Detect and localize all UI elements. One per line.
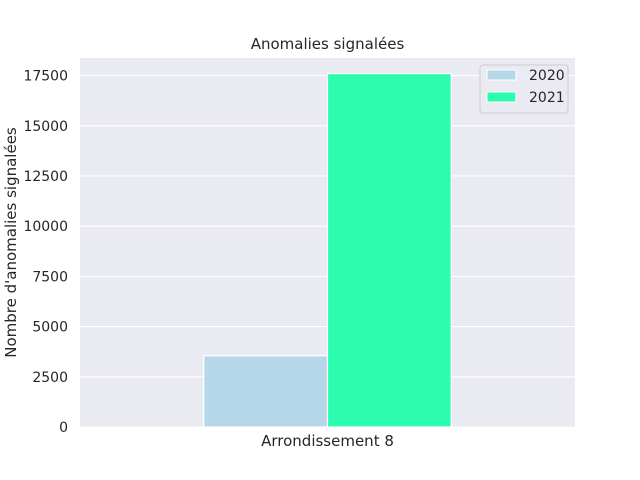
y-tick-label: 7500 xyxy=(32,269,68,285)
y-tick-label: 17500 xyxy=(23,69,68,85)
chart-title: Anomalies signalées xyxy=(251,35,405,53)
y-tick-label: 10000 xyxy=(23,219,68,235)
y-tick-label: 0 xyxy=(59,420,68,436)
legend-label-2021: 2021 xyxy=(529,90,565,106)
y-tick-label: 15000 xyxy=(23,119,68,135)
y-axis-label: Nombre d'anomalies signalées xyxy=(2,127,20,358)
legend-label-2020: 2020 xyxy=(529,68,565,84)
bar-2020-0 xyxy=(203,355,329,428)
y-tick-label: 5000 xyxy=(32,320,68,336)
legend: 2020 2021 xyxy=(479,64,569,114)
y-axis-ticks: 0 2500 5000 7500 10000 12500 15000 17500 xyxy=(23,69,68,436)
bar-2021-0 xyxy=(326,72,452,428)
y-tick-label: 12500 xyxy=(23,169,68,185)
x-tick-label: Arrondissement 8 xyxy=(261,432,394,450)
bars xyxy=(203,72,452,428)
x-axis-ticks: Arrondissement 8 xyxy=(261,432,394,450)
legend-swatch-2020 xyxy=(486,69,517,81)
legend-swatch-2021 xyxy=(486,91,517,103)
y-tick-label: 2500 xyxy=(32,370,68,386)
